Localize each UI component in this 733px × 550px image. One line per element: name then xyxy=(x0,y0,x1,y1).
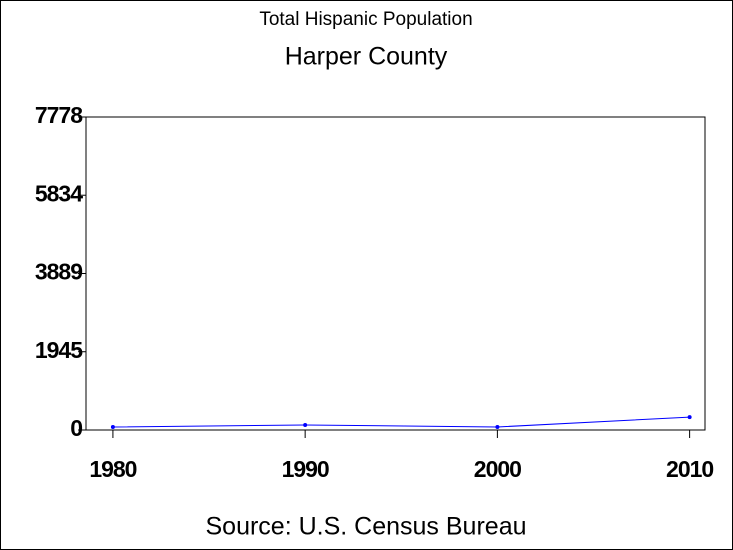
data-point xyxy=(687,415,692,420)
y-tick-label: 3889 xyxy=(35,259,82,285)
x-tick-label: 2010 xyxy=(666,456,713,482)
y-tick-label: 7778 xyxy=(35,102,83,128)
y-tick-label: 5834 xyxy=(35,180,83,206)
data-point xyxy=(495,424,500,429)
chart-title: Total Hispanic Population xyxy=(259,9,472,30)
x-tick-label: 1980 xyxy=(89,456,136,482)
y-tick-label: 1945 xyxy=(35,337,83,363)
x-tick-label: 1990 xyxy=(282,456,329,482)
data-point xyxy=(303,422,308,427)
source-note: Source: U.S. Census Bureau xyxy=(206,513,527,541)
data-point xyxy=(110,424,115,429)
chart-subtitle: Harper County xyxy=(285,43,448,71)
x-tick-label: 2000 xyxy=(474,456,521,482)
y-tick-label: 0 xyxy=(70,415,82,441)
series-line xyxy=(112,416,690,428)
